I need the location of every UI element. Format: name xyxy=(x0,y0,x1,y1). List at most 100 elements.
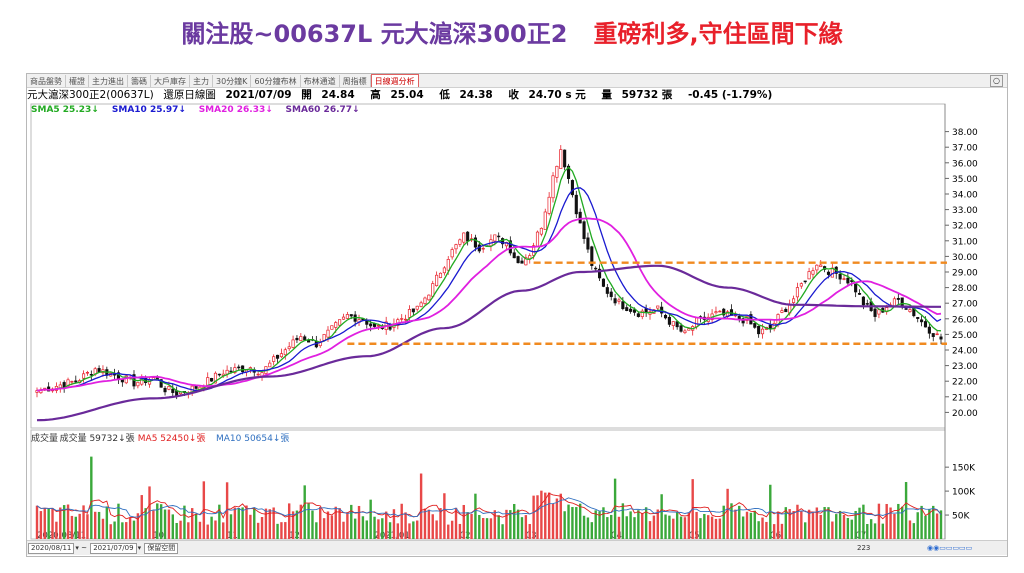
tab-10[interactable]: 日線週分析 xyxy=(370,74,419,87)
volume-bar xyxy=(334,506,337,539)
volume-bar xyxy=(206,524,209,539)
slide-title: 關注股~00637L 元大滬深300正2 重磅利多,守住區間下緣 xyxy=(0,14,1024,49)
candles xyxy=(35,145,943,400)
volume-bar xyxy=(408,523,411,539)
volume-legend-item: 成交量 59732↓張 xyxy=(60,432,135,444)
volume-bar xyxy=(74,516,78,539)
volume-tick-label: 150K xyxy=(952,464,976,474)
volume-bar xyxy=(873,523,877,539)
volume-bar xyxy=(287,503,291,539)
candle-body xyxy=(233,367,237,374)
volume-bar xyxy=(458,523,462,539)
candle-body xyxy=(563,149,567,168)
candle-body xyxy=(566,165,571,179)
volume-bar xyxy=(900,506,904,539)
tab-4[interactable]: 大戶庫存 xyxy=(151,75,190,87)
volume-bar xyxy=(745,511,749,539)
volume-bar xyxy=(330,515,334,539)
volume-bar xyxy=(493,510,497,539)
volume-bar xyxy=(664,514,667,539)
ma-legend-item: SMA5 25.23↓ xyxy=(31,105,99,115)
candle-body xyxy=(345,314,349,319)
volume-bar xyxy=(532,495,535,539)
volume-bar xyxy=(218,504,221,539)
tab-6[interactable]: 30分鐘K xyxy=(213,75,252,87)
volume-bar xyxy=(714,518,718,539)
volume-bar xyxy=(62,505,66,539)
candle-body xyxy=(481,247,485,250)
volume-bar xyxy=(854,511,857,539)
volume-bar xyxy=(811,511,815,539)
price-tick-label: 26.00 xyxy=(952,315,978,325)
ma-line-sma5 xyxy=(36,166,942,394)
candle-body xyxy=(636,313,640,317)
candle-body xyxy=(524,257,528,266)
volume-bar xyxy=(648,521,652,539)
volume-bar xyxy=(520,517,524,539)
tab-1[interactable]: 權證 xyxy=(66,75,89,87)
price-tick-label: 35.00 xyxy=(952,175,978,185)
tab-8[interactable]: 布林通道 xyxy=(301,75,340,87)
volume-bar xyxy=(800,511,803,539)
tab-0[interactable]: 商品盤勢 xyxy=(27,75,66,87)
candle-body xyxy=(438,272,443,278)
tab-5[interactable]: 主力 xyxy=(190,75,213,87)
price-tick-label: 33.00 xyxy=(952,206,978,216)
volume-bar xyxy=(171,514,174,539)
volume-bar xyxy=(450,520,454,539)
volume-bar xyxy=(113,521,116,539)
candle-body xyxy=(501,238,505,245)
volume-bar xyxy=(904,482,908,539)
keep-space-button[interactable]: 保留空間 xyxy=(144,542,179,554)
close-label: 收 xyxy=(508,89,519,101)
candle-body xyxy=(846,277,850,284)
volume-legend-item: MA10 50654↓張 xyxy=(216,433,289,444)
candle-body xyxy=(291,339,295,348)
volume-bar xyxy=(780,523,784,539)
candle-body xyxy=(760,328,765,335)
volume-bar xyxy=(707,515,710,539)
candle-body xyxy=(279,353,283,358)
volume-bar xyxy=(672,518,675,539)
candle-body xyxy=(854,283,858,293)
ma-line-sma60 xyxy=(36,264,941,422)
volume-bar xyxy=(97,511,101,539)
volume-bar xyxy=(284,522,287,539)
candle-body xyxy=(842,278,846,280)
volume-bar xyxy=(893,513,896,539)
price-tick-label: 27.00 xyxy=(952,300,978,310)
high-label: 高 xyxy=(370,89,381,101)
close-icon[interactable]: ○ xyxy=(990,75,1003,87)
candle-body xyxy=(446,259,450,271)
price-tick-label: 30.00 xyxy=(952,253,978,263)
candle-body xyxy=(609,291,613,297)
tab-9[interactable]: 周指標 xyxy=(340,75,371,87)
candle-body xyxy=(807,271,811,280)
candle-body xyxy=(908,309,912,312)
candle-body xyxy=(916,316,920,319)
volume-bar xyxy=(598,511,601,539)
volume-bar xyxy=(163,509,167,539)
close-value: 24.70 s 元 xyxy=(528,89,586,101)
volume-tick-label: 100K xyxy=(952,488,976,498)
tab-3[interactable]: 籌碼 xyxy=(128,75,151,87)
volume-bar xyxy=(687,512,691,539)
volume-bar xyxy=(470,513,473,539)
volume-bar xyxy=(718,518,722,539)
candle-body xyxy=(896,297,900,300)
to-date-field[interactable]: 2021/07/09 xyxy=(90,542,137,554)
from-date-field[interactable]: 2020/08/11 xyxy=(28,542,75,554)
tab-7[interactable]: 60分鐘布林 xyxy=(251,75,301,87)
candle-body xyxy=(780,310,784,313)
date-tick-label: 04 xyxy=(611,531,622,540)
tab-bar: 商品盤勢 權證 主力進出 籌碼 大戶庫存 主力 30分鐘K 60分鐘布林 布林通道 周指標 日線週分… xyxy=(27,74,1007,88)
tab-2[interactable]: 主力進出 xyxy=(89,75,128,87)
volume-bar xyxy=(346,512,349,539)
volume-bar xyxy=(295,510,299,539)
volume-bar xyxy=(497,515,500,539)
price-tick-label: 31.00 xyxy=(952,237,978,247)
zoom-controls-icon[interactable]: ◉◉▭▭▭▭▭ xyxy=(927,544,973,552)
volume-bar xyxy=(792,511,795,539)
quote-info-bar: 元大滬深300正2(00637L) 還原日線圖 2021/07/09 開 24.… xyxy=(27,88,1007,102)
candle-body xyxy=(516,256,520,264)
